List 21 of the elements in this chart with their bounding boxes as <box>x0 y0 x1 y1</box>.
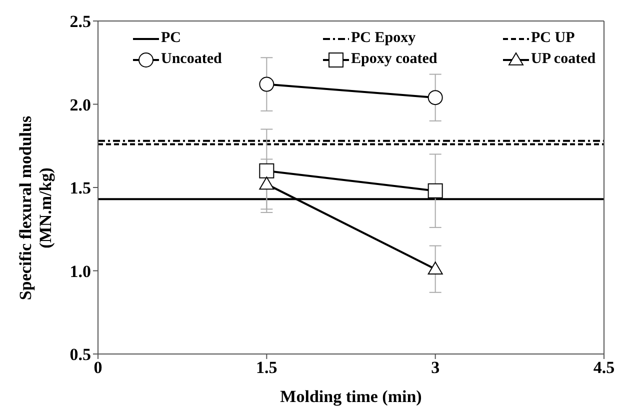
point <box>259 76 274 92</box>
legend-label: PC Epoxy <box>351 30 416 47</box>
y-axis-title: Specific flexural modulus (MN.m/kg) <box>16 114 56 302</box>
x-tick-label: 1.5 <box>256 358 278 378</box>
legend-label: Uncoated <box>161 51 222 68</box>
x-axis-title: Molding time (min) <box>280 387 422 406</box>
legend-label: PC <box>161 30 181 47</box>
x-tick-label: 0 <box>94 358 102 378</box>
legend-label: Epoxy coated <box>351 51 438 68</box>
y-tick-label: 2.5 <box>70 12 91 32</box>
x-tick-label: 4.5 <box>593 358 615 378</box>
point <box>428 90 443 106</box>
y-tick-label: 1.5 <box>70 178 91 198</box>
y-tick-label: 2.0 <box>70 95 91 114</box>
legend-label: PC UP <box>531 30 575 47</box>
point <box>428 183 443 198</box>
y-tick-label: 0.5 <box>70 345 91 364</box>
x-tick-label: 3 <box>431 358 440 378</box>
legend-label: UP coated <box>531 51 596 68</box>
y-tick-label: 1.0 <box>70 262 91 281</box>
point <box>259 163 274 178</box>
